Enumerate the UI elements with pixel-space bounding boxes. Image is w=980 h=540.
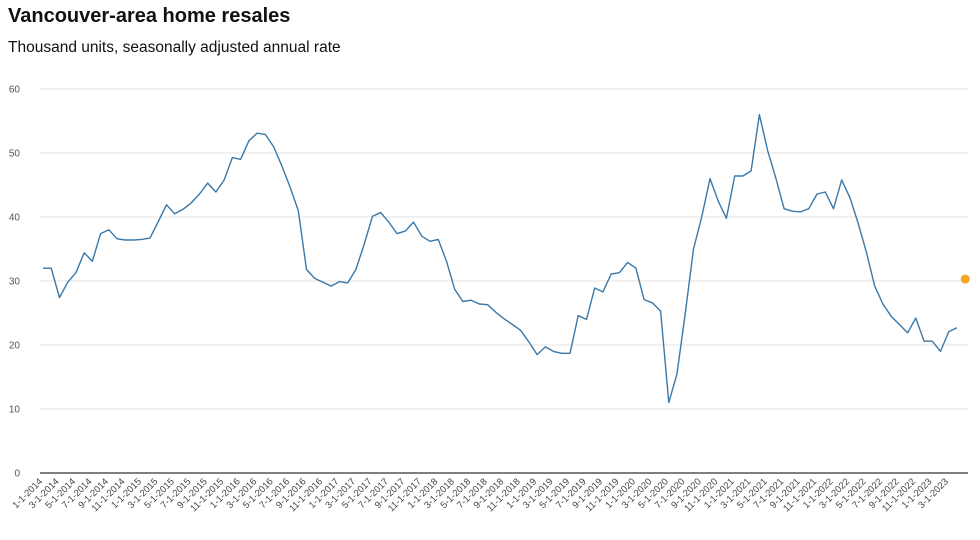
y-tick-label: 10 [9, 405, 21, 416]
y-tick-label: 40 [9, 213, 21, 224]
series-line [43, 113, 958, 404]
y-tick-label: 60 [9, 85, 21, 96]
y-tick-label: 30 [9, 277, 21, 288]
y-axis-ticks: 0 10 20 30 40 50 60 [9, 85, 21, 480]
chart-title: Vancouver-area home resales [8, 5, 291, 27]
highlight-point [960, 274, 970, 284]
gridlines [40, 88, 968, 410]
x-axis-ticks: 1-1-20143-1-20145-1-20147-1-20149-1-2014… [10, 476, 950, 514]
y-tick-label: 50 [9, 149, 21, 160]
y-tick-label: 0 [14, 469, 20, 480]
y-tick-label: 20 [9, 341, 21, 352]
series-layer [43, 113, 970, 404]
chart-subtitle: Thousand units, seasonally adjusted annu… [8, 39, 341, 56]
